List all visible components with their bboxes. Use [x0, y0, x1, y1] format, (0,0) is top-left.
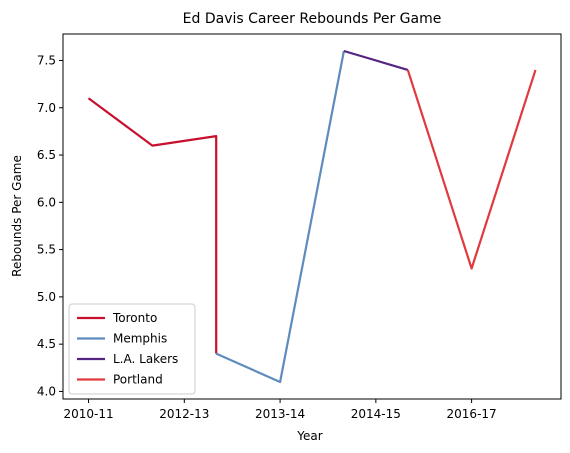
x-tick-label: 2013-14 [255, 407, 305, 421]
x-tick-label: 2010-11 [63, 407, 113, 421]
y-tick-label: 7.5 [37, 53, 56, 67]
y-tick-label: 7.0 [37, 101, 56, 115]
y-tick-label: 5.5 [37, 243, 56, 257]
series-line-memphis [215, 50, 345, 384]
x-axis-label: Year [296, 429, 322, 443]
series-layer [87, 49, 537, 384]
legend: Toronto Memphis L.A. Lakers Portland [68, 303, 196, 395]
y-tick-label: 5.0 [37, 290, 56, 304]
plot-frame [62, 33, 562, 400]
y-tick-label: 6.0 [37, 195, 56, 209]
y-tick-label: 4.0 [37, 384, 56, 398]
legend-entry: Memphis [113, 332, 167, 346]
x-tick-label: 2012-13 [159, 407, 209, 421]
series-line-portland [406, 69, 537, 270]
y-tick-label: 4.5 [37, 337, 56, 351]
y-axis-label: Rebounds Per Game [10, 155, 24, 277]
x-tick-label: 2016-17 [447, 407, 497, 421]
axes-layer: 4.0 4.5 5.0 5.5 6.0 6.5 7.0 7.5 2010-11 2012-13 20… [37, 33, 562, 421]
x-tick-label: 2014-15 [351, 407, 401, 421]
legend-entry: Portland [113, 373, 163, 387]
y-tick-label: 6.5 [37, 148, 56, 162]
legend-entry: L.A. Lakers [113, 352, 178, 366]
series-line-toronto [87, 97, 218, 354]
chart-title: Ed Davis Career Rebounds Per Game [183, 11, 442, 27]
legend-box [68, 303, 196, 395]
series-line-l-a-lakers [343, 49, 409, 71]
legend-entry: Toronto [112, 311, 157, 325]
